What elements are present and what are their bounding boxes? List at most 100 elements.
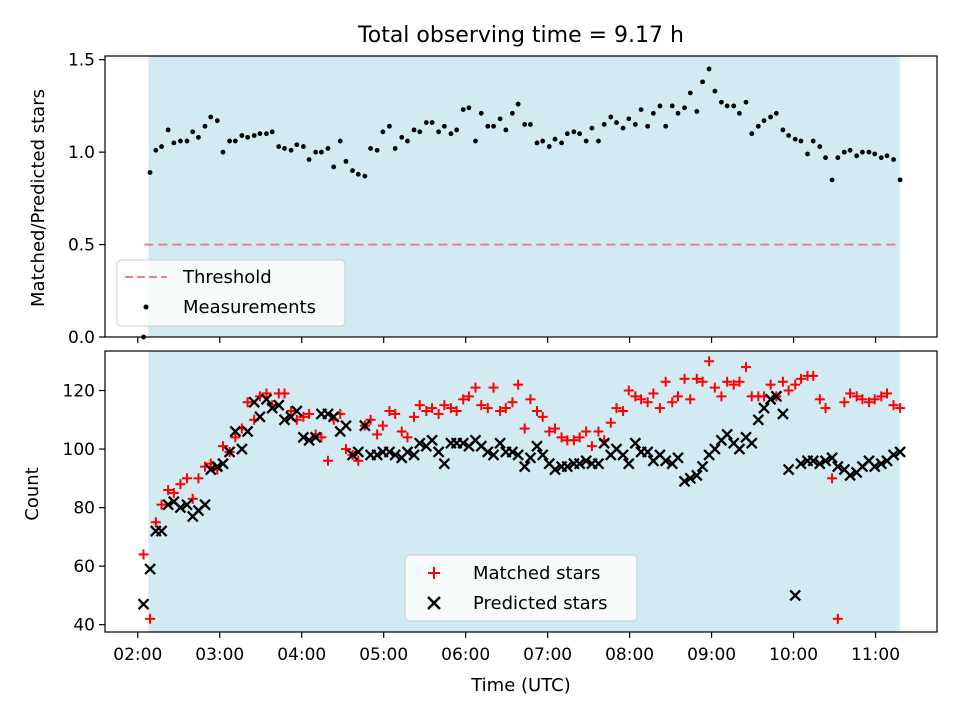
matched-star-point bbox=[396, 426, 407, 437]
matched-star-point bbox=[322, 455, 333, 466]
measurement-point bbox=[350, 168, 355, 174]
measurement-point bbox=[417, 129, 423, 135]
ratio-ytick-label: 1.0 bbox=[68, 143, 95, 163]
matched-star-point bbox=[814, 394, 825, 405]
measurement-point bbox=[251, 133, 257, 138]
measurement-point bbox=[786, 133, 792, 138]
measurement-point bbox=[399, 134, 405, 140]
predicted-star-point bbox=[432, 446, 445, 458]
matched-star-point bbox=[574, 432, 585, 443]
predicted-star-point bbox=[297, 431, 310, 444]
matched-star-point bbox=[145, 613, 156, 624]
matched-star-point bbox=[163, 485, 174, 496]
matched-star-point bbox=[470, 382, 481, 393]
matched-star-point bbox=[704, 356, 715, 367]
predicted-star-point bbox=[340, 419, 352, 432]
matched-star-point bbox=[808, 370, 819, 381]
count-legend: Matched stars Predicted stars bbox=[404, 554, 638, 622]
measurement-point bbox=[294, 142, 300, 148]
count-y-ticks: 40 60 80 100 120 bbox=[63, 382, 105, 636]
measurement-point bbox=[564, 131, 570, 137]
matched-star-point bbox=[421, 406, 432, 417]
matched-star-point bbox=[660, 376, 671, 387]
measurement-point bbox=[313, 149, 319, 155]
measurement-point bbox=[485, 123, 491, 129]
measurement-point bbox=[608, 114, 614, 120]
measurement-points bbox=[141, 66, 903, 340]
measurement-point bbox=[534, 140, 540, 146]
predicted-legend-label: Predicted stars bbox=[473, 593, 607, 614]
predicted-star-point bbox=[629, 437, 642, 450]
measurement-point bbox=[227, 138, 232, 144]
measurement-point bbox=[515, 101, 521, 107]
matched-legend-label: Matched stars bbox=[473, 563, 600, 584]
matched-star-point bbox=[672, 391, 683, 402]
predicted-star-point bbox=[617, 449, 629, 461]
matched-star-point bbox=[795, 373, 806, 384]
matched-stars-points bbox=[138, 356, 906, 624]
measurement-point bbox=[761, 118, 767, 124]
matched-star-point bbox=[414, 400, 425, 411]
predicted-star-point bbox=[826, 452, 838, 464]
predicted-star-point bbox=[389, 449, 401, 461]
matched-star-point bbox=[556, 432, 567, 443]
predicted-star-point bbox=[795, 457, 807, 470]
count-xtick-label: 07:00 bbox=[523, 645, 572, 665]
measurement-point bbox=[153, 147, 159, 153]
matched-star-point bbox=[777, 376, 788, 387]
measurement-point bbox=[663, 123, 669, 129]
ratio-ytick-label: 0.5 bbox=[68, 236, 95, 256]
matched-star-point bbox=[642, 397, 653, 408]
predicted-star-point bbox=[383, 446, 396, 458]
matched-star-point bbox=[353, 455, 364, 466]
measurement-point bbox=[343, 158, 349, 164]
count-xtick-label: 03:00 bbox=[195, 645, 244, 665]
predicted-star-point bbox=[181, 498, 193, 511]
predicted-star-point bbox=[144, 563, 156, 575]
matched-star-point bbox=[734, 376, 745, 387]
matched-star-point bbox=[728, 379, 739, 390]
predicted-star-point bbox=[807, 454, 820, 467]
predicted-star-point bbox=[752, 413, 765, 426]
matched-star-point bbox=[525, 394, 536, 405]
ratio-ytick-label: 0.0 bbox=[68, 328, 95, 348]
matched-star-point bbox=[340, 444, 351, 455]
measurement-point bbox=[841, 149, 847, 155]
matched-star-point bbox=[230, 432, 241, 443]
count-ytick-label: 80 bbox=[73, 499, 95, 519]
predicted-star-point bbox=[894, 446, 906, 458]
measurement-point bbox=[847, 147, 853, 153]
predicted-star-point bbox=[303, 434, 315, 447]
measurement-point bbox=[891, 157, 896, 162]
measurement-point bbox=[374, 147, 380, 153]
measurement-point bbox=[669, 103, 675, 109]
matched-star-point bbox=[586, 441, 597, 452]
measurement-point bbox=[719, 99, 724, 105]
matched-star-point bbox=[242, 397, 253, 408]
ratio-panel: 0.0 0.5 1.0 1.5 Matched/Predicted stars Thr… bbox=[28, 51, 938, 348]
matched-star-point bbox=[765, 379, 776, 390]
predicted-star-point bbox=[684, 472, 697, 485]
measurement-point bbox=[878, 155, 884, 161]
count-x-ticks: 02:00 03:00 04:00 05:00 06:00 07:00 08:00 09:00… bbox=[113, 632, 900, 665]
matched-star-point bbox=[279, 388, 290, 399]
predicted-stars-points bbox=[137, 390, 906, 611]
predicted-star-point bbox=[733, 443, 746, 455]
count-ytick-label: 120 bbox=[63, 382, 95, 402]
measurement-point bbox=[835, 155, 841, 161]
measurement-point bbox=[596, 138, 601, 144]
measurement-point bbox=[503, 127, 509, 133]
measurement-point bbox=[264, 131, 269, 137]
matched-star-point bbox=[741, 362, 752, 373]
count-y-axis-label: Count bbox=[22, 467, 43, 520]
predicted-star-point bbox=[217, 457, 229, 470]
measurement-point bbox=[269, 129, 275, 135]
matched-star-point bbox=[544, 426, 555, 437]
measurement-point bbox=[706, 66, 712, 72]
predicted-star-point bbox=[413, 437, 426, 450]
measurement-point bbox=[473, 138, 478, 144]
matched-star-point bbox=[845, 388, 856, 399]
x-axis-label: Time (UTC) bbox=[470, 675, 571, 696]
measurement-point bbox=[159, 144, 164, 149]
matched-star-point bbox=[390, 408, 401, 419]
